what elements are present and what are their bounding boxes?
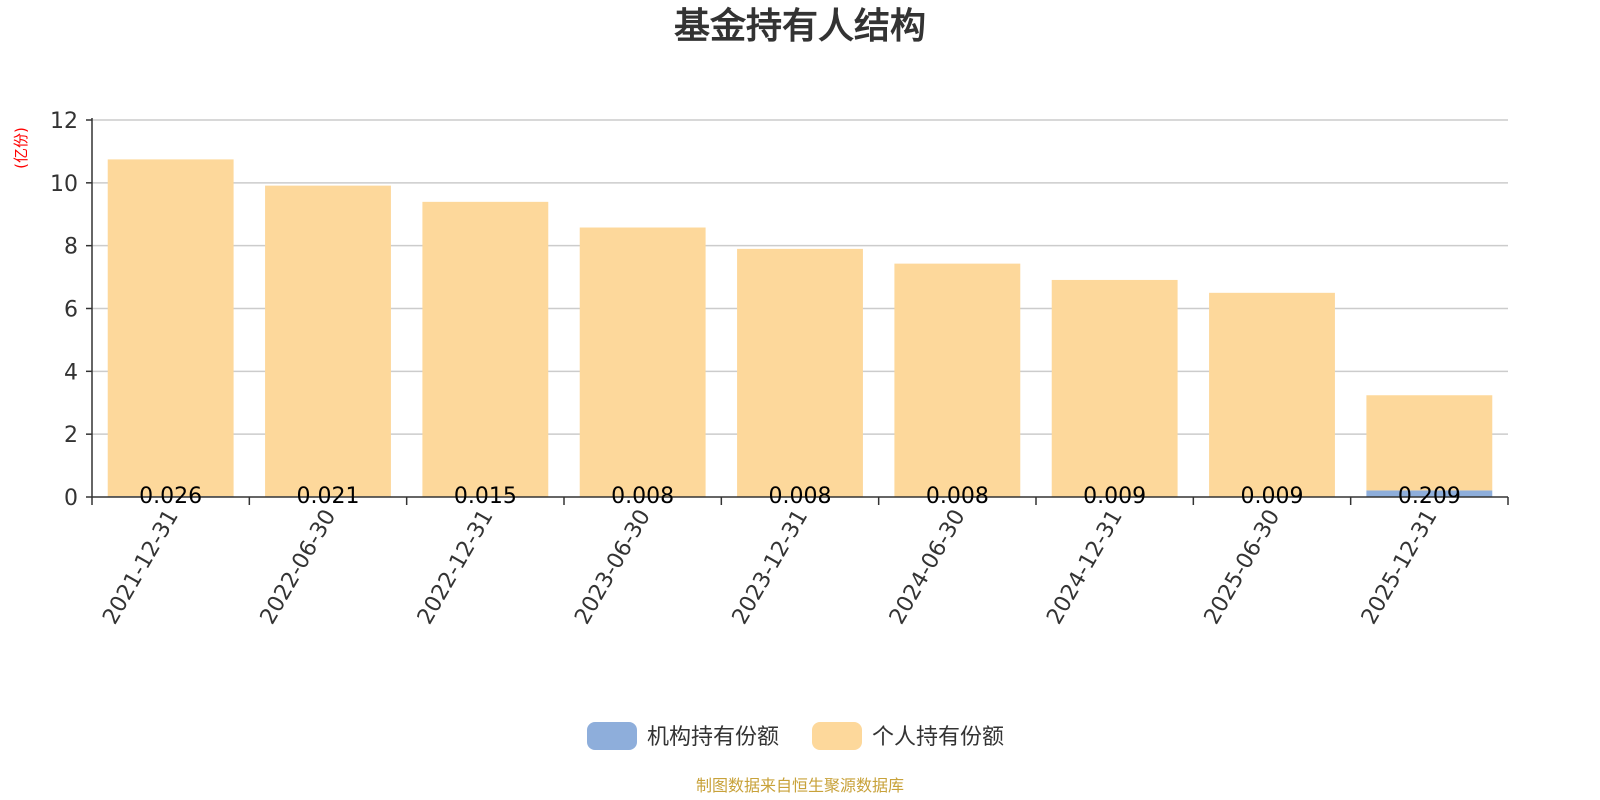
y-tick-label: 2 xyxy=(64,423,78,448)
data-label: 0.008 xyxy=(926,484,989,509)
x-tick-label: 2023-12-31 xyxy=(728,506,814,629)
x-tick-label: 2021-12-31 xyxy=(98,506,184,629)
x-tick-label: 2022-12-31 xyxy=(413,506,499,629)
x-tick-label: 2022-06-30 xyxy=(256,506,342,629)
y-tick-label: 12 xyxy=(50,109,78,134)
x-tick-label: 2025-06-30 xyxy=(1200,506,1286,629)
bar-individual xyxy=(107,159,234,497)
bar-individual xyxy=(1366,395,1493,491)
chart-title: 基金持有人结构 xyxy=(674,5,926,47)
data-label: 0.015 xyxy=(454,484,517,509)
x-tick-label: 2024-12-31 xyxy=(1042,506,1128,629)
x-tick-label: 2024-06-30 xyxy=(885,506,971,629)
y-axis-unit: (亿份) xyxy=(12,127,30,169)
bar-individual xyxy=(422,201,549,497)
bar-institutional xyxy=(1366,490,1493,497)
legend-swatch xyxy=(587,722,637,750)
y-tick-label: 6 xyxy=(64,298,78,323)
legend: 机构持有份额 个人持有份额 xyxy=(587,722,1004,750)
y-tick-label: 4 xyxy=(64,360,78,385)
bar-individual xyxy=(265,185,391,497)
bars xyxy=(107,159,1493,497)
data-labels: 0.026 0.021 0.015 0.008 0.008 0.008 0.009 0.009… xyxy=(139,484,1461,509)
data-label: 0.009 xyxy=(1083,484,1146,509)
data-label: 0.209 xyxy=(1398,484,1461,509)
data-label: 0.008 xyxy=(611,484,674,509)
bar-individual xyxy=(737,248,863,497)
y-tick-label: 0 xyxy=(64,486,78,511)
data-label: 0.008 xyxy=(769,484,832,509)
bar-individual xyxy=(1051,279,1178,497)
y-tick-label: 8 xyxy=(64,235,78,260)
data-label: 0.026 xyxy=(139,484,202,509)
x-tick-label: 2025-12-31 xyxy=(1357,506,1443,629)
legend-swatch xyxy=(812,722,862,750)
data-label: 0.021 xyxy=(297,484,360,509)
y-tick-label: 10 xyxy=(50,172,78,197)
legend-label: 个人持有份额 xyxy=(872,725,1004,750)
bar-individual xyxy=(894,263,1021,497)
source-note: 制图数据来自恒生聚源数据库 xyxy=(696,776,904,795)
bar-individual xyxy=(1209,292,1335,497)
bar-individual xyxy=(579,227,706,497)
legend-label: 机构持有份额 xyxy=(647,725,779,750)
data-label: 0.009 xyxy=(1241,484,1304,509)
x-tick-label: 2023-06-30 xyxy=(570,506,656,629)
